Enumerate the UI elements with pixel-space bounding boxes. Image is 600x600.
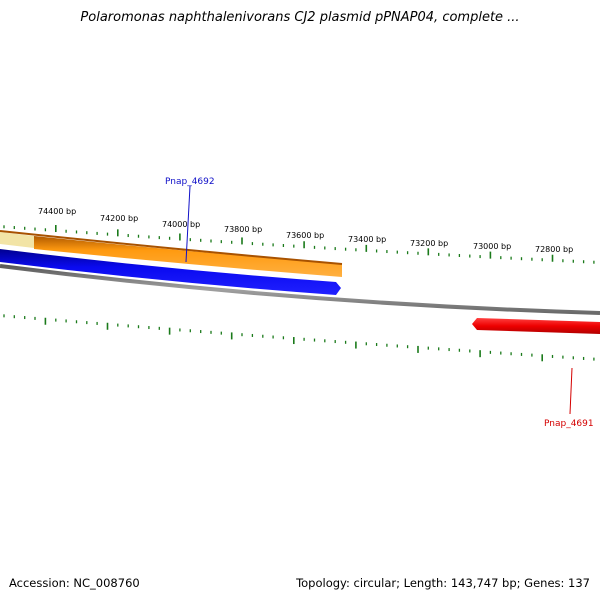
gene-orange-edge [0,230,343,265]
accession-text: Accession: NC_008760 [9,576,140,590]
map-title: Polaromonas naphthalenivorans CJ2 plasmi… [80,10,520,25]
tick-label: 73400 bp [348,235,386,244]
tick-label: 73000 bp [473,242,511,251]
plasmid-backbone [0,264,600,315]
inner-tick-row [3,314,595,362]
tick-label: 74000 bp [162,220,200,229]
tick-label: 73200 bp [410,239,448,248]
gene-blue-arrow[interactable] [0,249,341,295]
tick-label: 74400 bp [38,207,76,216]
gene-label-pnap-4692[interactable]: Pnap_4692 [165,177,215,187]
tick-label: 73800 bp [224,225,262,234]
gene-red-arrow[interactable] [472,318,600,334]
summary-text: Topology: circular; Length: 143,747 bp; … [296,576,590,590]
gene-label-leader [185,185,191,263]
tick-label: 73600 bp [286,231,324,240]
gene-orange-arrow[interactable] [34,236,342,277]
gene-label-pnap-4691[interactable]: Pnap_4691 [544,419,594,429]
gene-pale-segment[interactable] [0,232,34,248]
tick-labels: 74400 bp 74200 bp 74000 bp 73800 bp 7360… [38,207,573,254]
tick-label: 72800 bp [535,245,573,254]
tick-label: 74200 bp [100,214,138,223]
outer-tick-row [3,225,595,264]
gene-label-leader [569,367,573,415]
